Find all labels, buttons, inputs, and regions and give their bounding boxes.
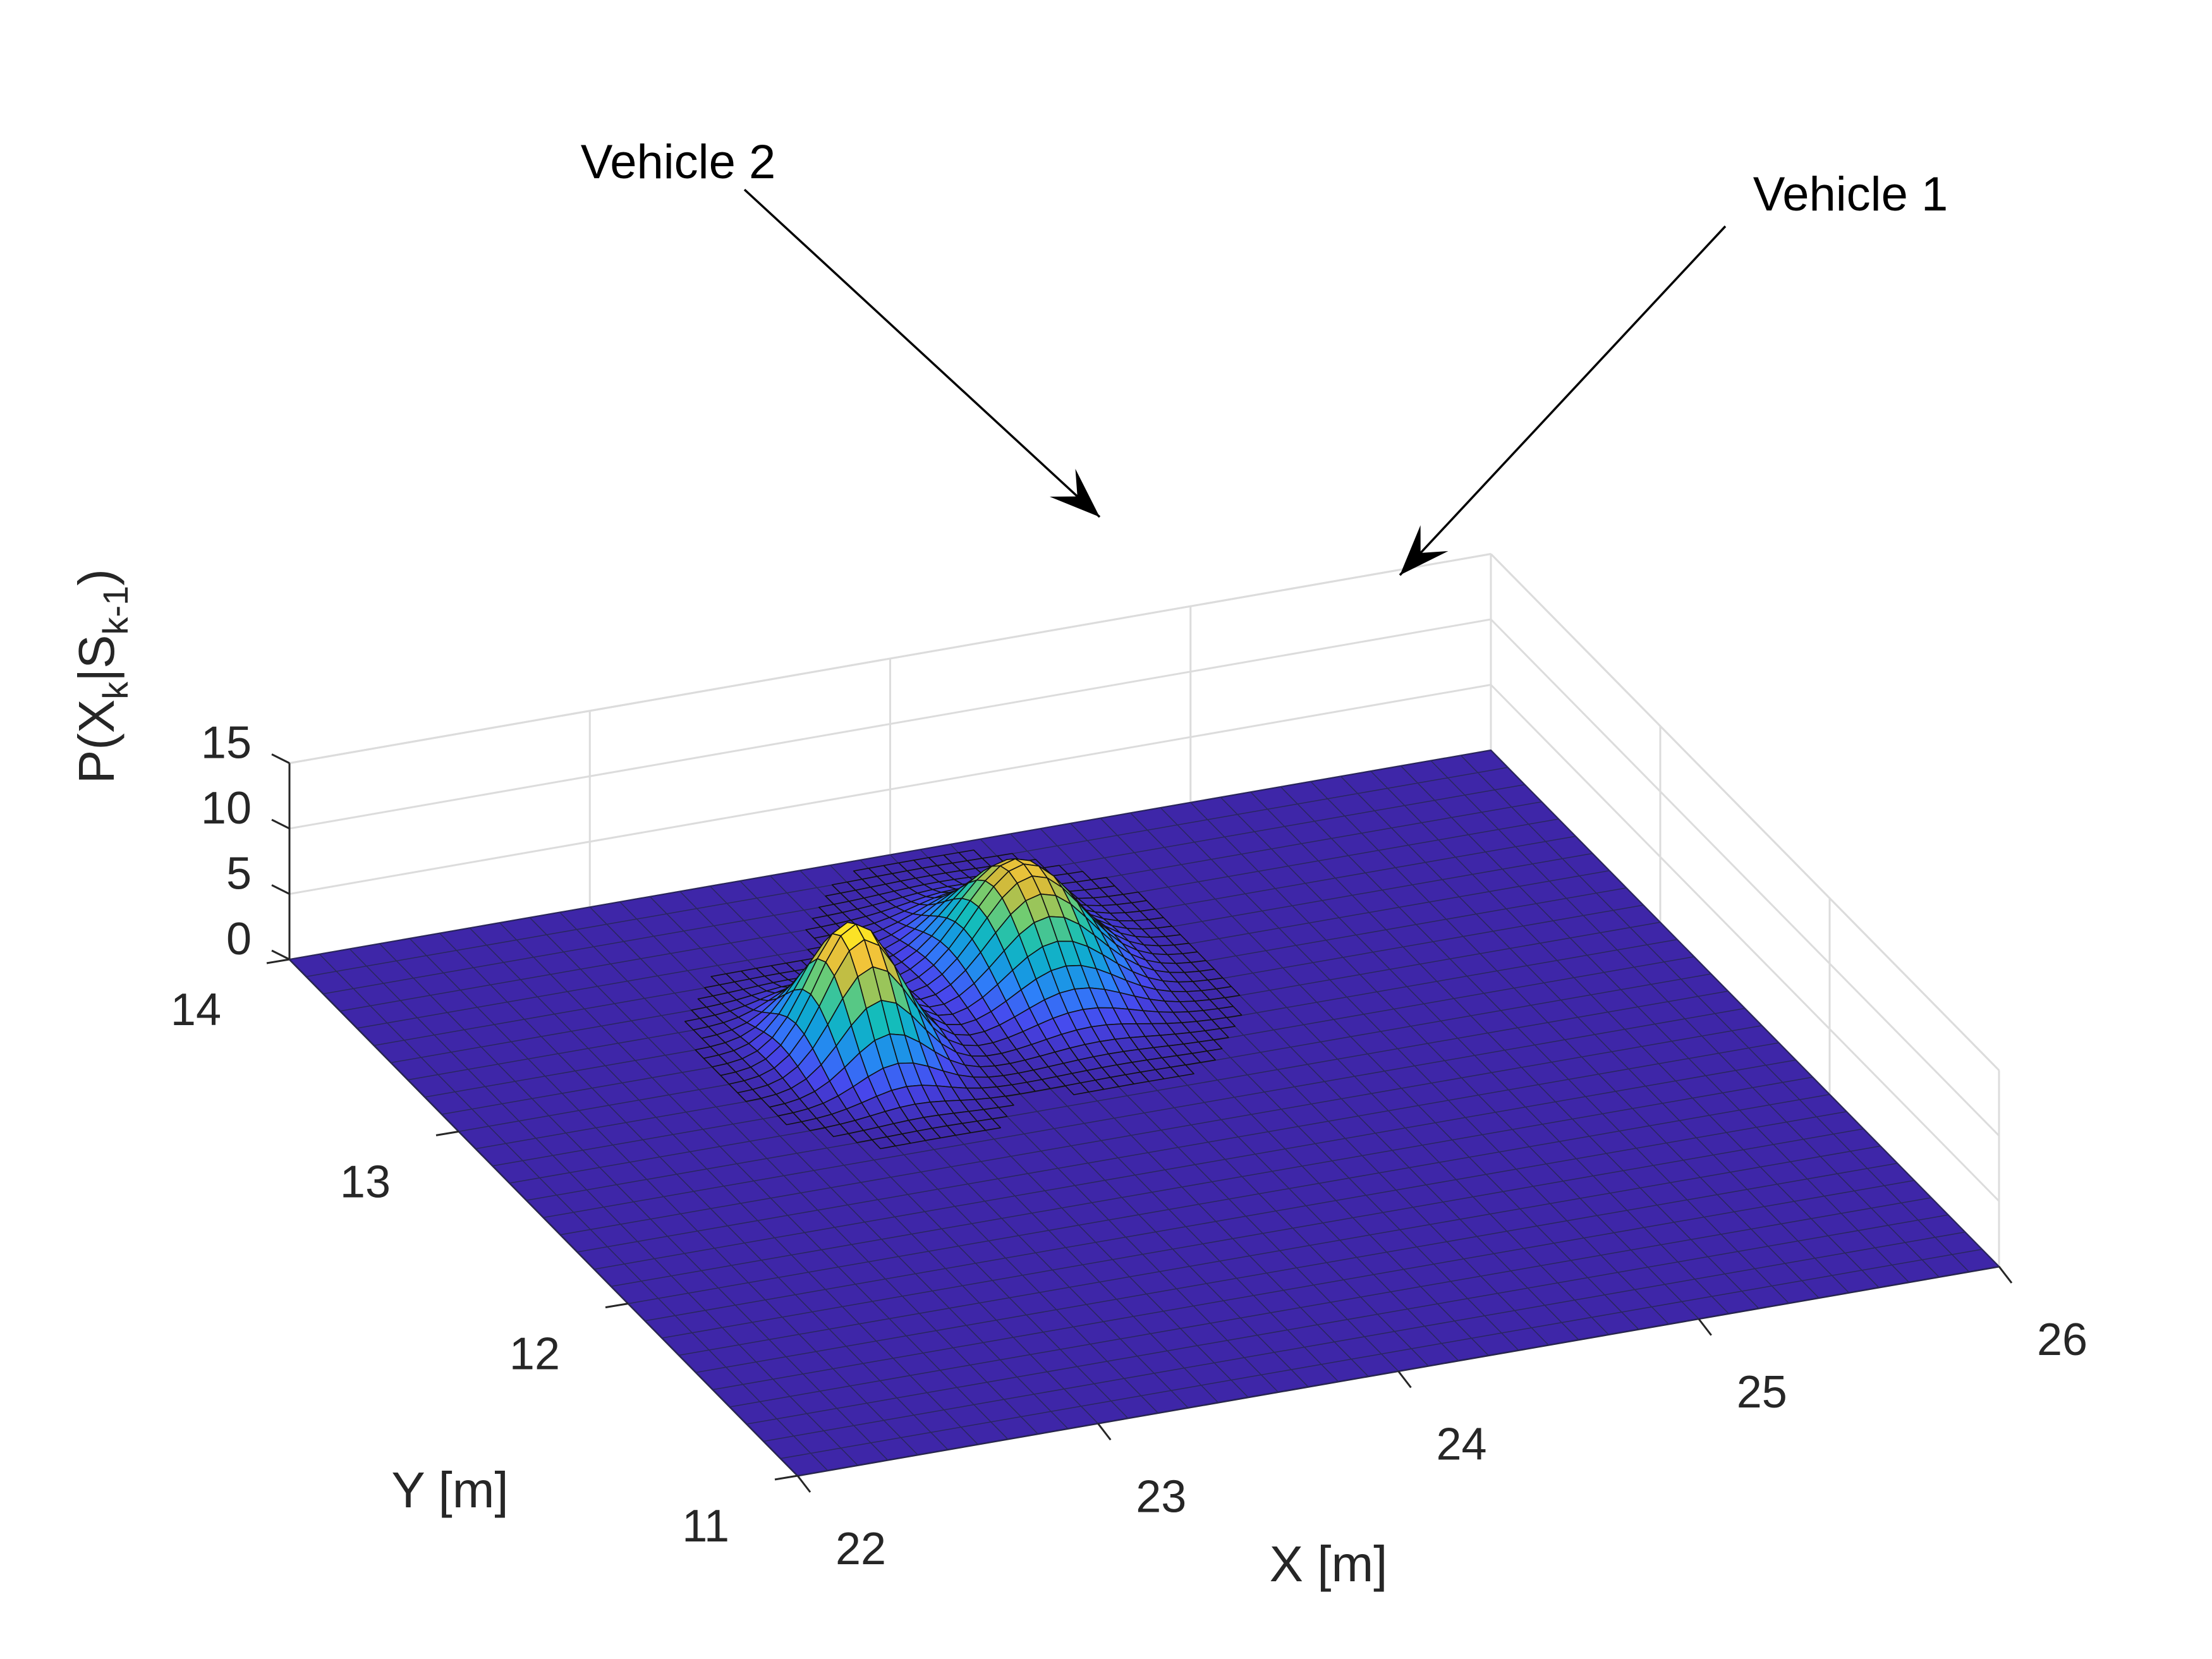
- annotation-label: Vehicle 2: [581, 135, 775, 189]
- y-axis-label: Y [m]: [391, 1462, 508, 1518]
- z-grid-line-side: [1490, 684, 2000, 1202]
- z-tick-label: 10: [201, 783, 252, 834]
- surface-patch: [777, 1112, 803, 1126]
- grid-layer: [288, 553, 2000, 1268]
- y-tick-label: 12: [509, 1329, 560, 1380]
- y-tick: [266, 958, 290, 964]
- z-tick-label: 0: [226, 914, 252, 964]
- box-top-back: [289, 553, 1492, 764]
- z-tick: [271, 818, 290, 830]
- surface-patch: [871, 1136, 896, 1150]
- annotation-layer: Vehicle 2 Vehicle 1: [581, 135, 1948, 576]
- x-tick-label: 23: [1136, 1471, 1186, 1522]
- annotation-arrowhead: [1049, 468, 1100, 517]
- surface-patch: [801, 1117, 826, 1131]
- x-tick: [1998, 1266, 2013, 1284]
- x-tick-label: 26: [2037, 1315, 2087, 1365]
- annotation-label: Vehicle 1: [1753, 167, 1948, 221]
- surface-layer: [288, 749, 2001, 1477]
- x-tick-label: 22: [836, 1524, 886, 1574]
- y-tick-label: 11: [682, 1501, 729, 1552]
- x-tick: [1698, 1318, 1712, 1336]
- y-tick: [774, 1474, 798, 1481]
- x-axis-label: X [m]: [1270, 1536, 1388, 1592]
- z-tick-label: 5: [226, 849, 252, 899]
- z-tick-label: 15: [201, 718, 252, 769]
- y-tick: [435, 1130, 459, 1136]
- x-tick-label: 24: [1436, 1419, 1486, 1470]
- z-axis-label: P(Xk|Sk-1): [68, 569, 135, 784]
- annotation-arrow-line: [1399, 225, 1727, 576]
- z-grid-line-side: [1490, 618, 2000, 1137]
- box-top-side: [1490, 553, 2000, 1071]
- surface-patch: [848, 1129, 873, 1143]
- annotation-arrow-line: [743, 188, 1101, 518]
- surface-patch: [737, 1089, 762, 1102]
- y-tick: [605, 1303, 629, 1309]
- surface-patch: [1064, 1082, 1090, 1095]
- x-tick: [796, 1475, 811, 1493]
- x-tick: [1097, 1423, 1112, 1441]
- x-tick-label: 25: [1737, 1367, 1787, 1418]
- x-tick: [1397, 1370, 1412, 1389]
- y-tick-label: 14: [171, 985, 221, 1035]
- z-tick: [271, 753, 290, 764]
- tick-layer: 0 5 10 15 22 23 24 25 26 11 12 13 14: [171, 718, 2087, 1575]
- y-tick-label: 13: [340, 1157, 391, 1207]
- surface-patch: [824, 1124, 849, 1138]
- annotation-arrowhead: [1400, 525, 1449, 575]
- z-tick: [271, 949, 290, 961]
- z-tick: [271, 884, 290, 895]
